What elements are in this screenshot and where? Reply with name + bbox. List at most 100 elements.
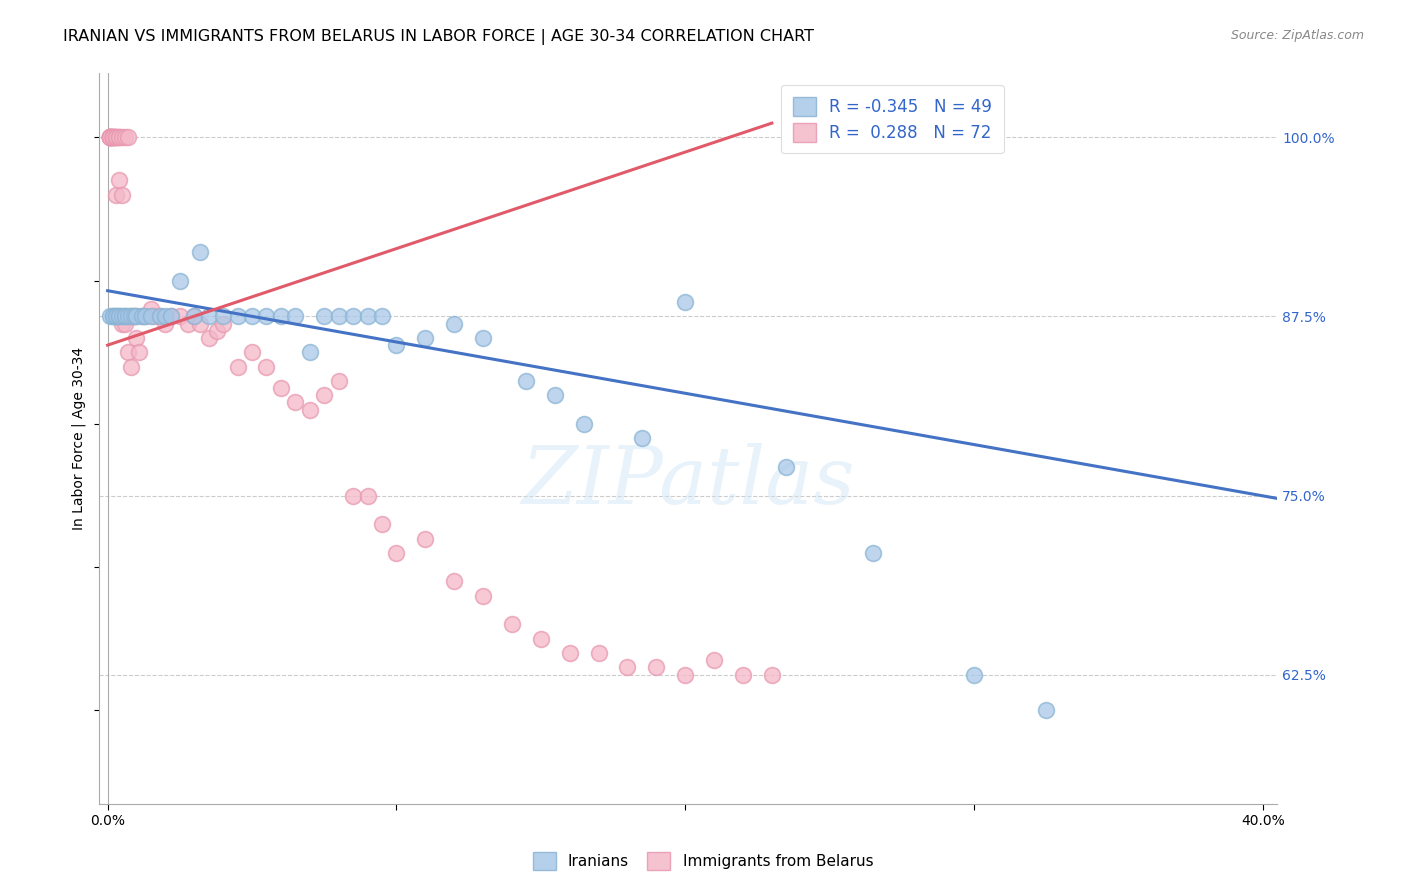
Point	[169, 310, 191, 324]
Point	[530, 632, 553, 646]
Point	[100, 130, 122, 145]
Point	[100, 130, 122, 145]
Y-axis label: In Labor Force | Age 30-34: In Labor Force | Age 30-34	[72, 347, 86, 530]
Point	[356, 489, 378, 503]
Point	[114, 130, 136, 145]
Point	[155, 310, 177, 324]
Point	[114, 317, 136, 331]
Point	[105, 130, 128, 145]
Point	[298, 345, 321, 359]
Point	[177, 317, 200, 331]
Point	[117, 310, 139, 324]
Point	[413, 331, 436, 345]
Point	[108, 173, 131, 187]
Point	[160, 310, 183, 324]
Point	[103, 130, 125, 145]
Point	[298, 402, 321, 417]
Point	[100, 310, 122, 324]
Point	[226, 310, 249, 324]
Point	[183, 310, 205, 324]
Point	[413, 532, 436, 546]
Point	[100, 130, 122, 145]
Point	[558, 646, 581, 660]
Point	[105, 310, 128, 324]
Point	[149, 310, 172, 324]
Point	[111, 130, 134, 145]
Point	[111, 317, 134, 331]
Point	[226, 359, 249, 374]
Point	[131, 310, 153, 324]
Point	[703, 653, 725, 667]
Point	[142, 310, 165, 324]
Point	[105, 130, 128, 145]
Point	[673, 295, 696, 310]
Point	[100, 130, 122, 145]
Point	[183, 310, 205, 324]
Point	[328, 310, 350, 324]
Point	[103, 310, 125, 324]
Text: IRANIAN VS IMMIGRANTS FROM BELARUS IN LABOR FORCE | AGE 30-34 CORRELATION CHART: IRANIAN VS IMMIGRANTS FROM BELARUS IN LA…	[63, 29, 814, 45]
Point	[100, 130, 122, 145]
Point	[544, 388, 567, 402]
Point	[270, 310, 292, 324]
Point	[284, 395, 307, 409]
Point	[515, 374, 537, 388]
Point	[134, 310, 156, 324]
Point	[103, 130, 125, 145]
Point	[616, 660, 638, 674]
Point	[114, 310, 136, 324]
Point	[103, 130, 125, 145]
Point	[108, 130, 131, 145]
Point	[108, 310, 131, 324]
Point	[120, 359, 142, 374]
Point	[103, 130, 125, 145]
Point	[472, 331, 495, 345]
Point	[385, 338, 408, 352]
Point	[122, 310, 145, 324]
Point	[371, 517, 394, 532]
Point	[256, 310, 278, 324]
Legend: Iranians, Immigrants from Belarus: Iranians, Immigrants from Belarus	[526, 845, 880, 877]
Point	[149, 310, 172, 324]
Point	[103, 130, 125, 145]
Point	[314, 310, 336, 324]
Point	[155, 317, 177, 331]
Point	[342, 310, 364, 324]
Point	[342, 489, 364, 503]
Point	[114, 310, 136, 324]
Point	[761, 667, 783, 681]
Point	[472, 589, 495, 603]
Point	[588, 646, 610, 660]
Point	[631, 431, 654, 445]
Point	[160, 310, 183, 324]
Point	[111, 310, 134, 324]
Point	[105, 187, 128, 202]
Point	[117, 345, 139, 359]
Point	[270, 381, 292, 395]
Point	[314, 388, 336, 402]
Point	[443, 317, 465, 331]
Point	[197, 331, 219, 345]
Point	[117, 130, 139, 145]
Point	[105, 130, 128, 145]
Point	[139, 310, 162, 324]
Point	[240, 345, 263, 359]
Point	[105, 310, 128, 324]
Point	[1035, 703, 1057, 717]
Point	[328, 374, 350, 388]
Point	[673, 667, 696, 681]
Point	[131, 310, 153, 324]
Point	[731, 667, 754, 681]
Text: ZIPatlas: ZIPatlas	[522, 443, 855, 521]
Point	[501, 617, 523, 632]
Point	[120, 310, 142, 324]
Point	[188, 317, 211, 331]
Point	[108, 130, 131, 145]
Point	[125, 310, 148, 324]
Point	[385, 546, 408, 560]
Point	[284, 310, 307, 324]
Point	[371, 310, 394, 324]
Point	[212, 310, 235, 324]
Text: Source: ZipAtlas.com: Source: ZipAtlas.com	[1230, 29, 1364, 42]
Point	[775, 459, 797, 474]
